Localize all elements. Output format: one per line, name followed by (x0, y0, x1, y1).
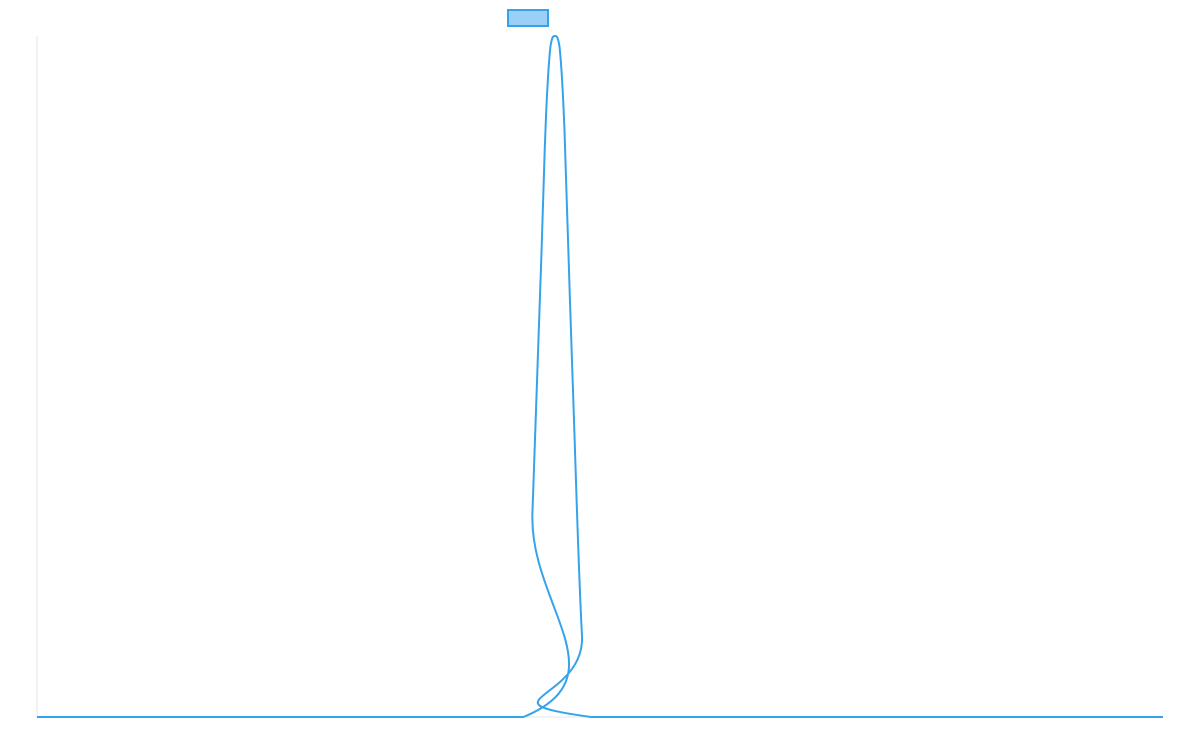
legend-swatch-0[interactable] (507, 9, 549, 27)
series-line-0 (36, 35, 1163, 719)
axes (36, 36, 1163, 718)
legend[interactable] (507, 9, 549, 27)
series-layer (36, 35, 1163, 719)
